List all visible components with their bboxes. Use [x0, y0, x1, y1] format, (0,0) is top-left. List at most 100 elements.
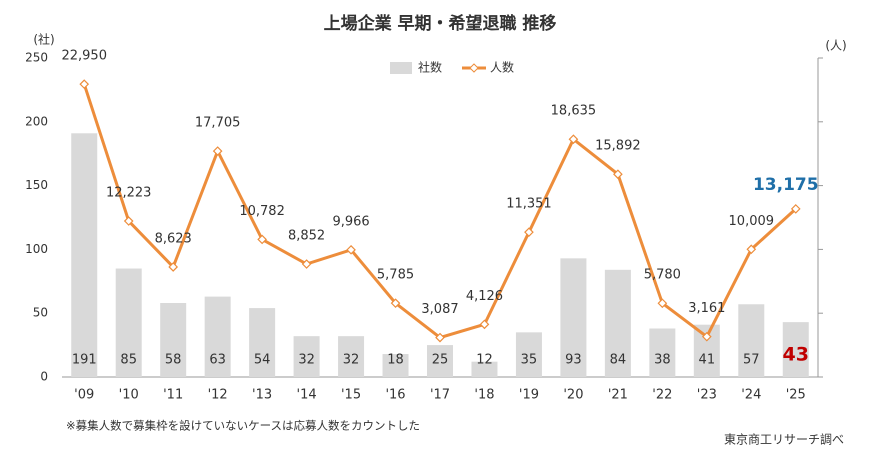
bar-label: 63	[209, 353, 226, 368]
line-label: 10,782	[239, 204, 285, 219]
marker	[790, 204, 801, 214]
line-label: 18,635	[551, 104, 597, 119]
marker	[79, 79, 90, 90]
bar	[649, 328, 676, 377]
legend-marker	[469, 63, 479, 73]
x-tick-label: '14	[297, 388, 317, 403]
bar	[738, 304, 765, 377]
bar	[249, 308, 276, 377]
legend-swatch	[390, 62, 412, 74]
x-tick-label: '12	[208, 388, 228, 403]
line-label: 9,966	[332, 214, 369, 229]
marker	[657, 298, 668, 309]
line-label: 10,009	[729, 214, 775, 229]
bar-label: 57	[743, 353, 760, 368]
line-label: 3,087	[421, 302, 458, 317]
marker	[168, 262, 179, 272]
bar-label: 85	[120, 353, 137, 368]
bar	[471, 361, 498, 377]
bar-label: 38	[654, 353, 671, 368]
bar-label: 18	[387, 353, 404, 368]
x-tick-label: '09	[74, 388, 94, 403]
marker	[568, 134, 579, 145]
legend-label: 人数	[490, 60, 514, 75]
marker	[212, 146, 223, 156]
marker	[524, 227, 534, 238]
x-tick-label: '11	[163, 388, 183, 403]
x-tick-label: '13	[252, 388, 272, 403]
footnote: ※募集人数で募集枠を設けていないケースは応募人数をカウントした	[66, 419, 420, 433]
marker	[479, 319, 490, 330]
x-tick-label: '17	[430, 388, 450, 403]
bar	[293, 336, 320, 377]
bar	[204, 296, 231, 377]
x-tick-label: '15	[341, 388, 361, 403]
y-tick-label: 0	[40, 370, 48, 384]
line-label: 11,351	[506, 197, 552, 212]
bar-label: 93	[565, 353, 582, 368]
chart-title: 上場企業 早期・希望退職 推移	[324, 13, 557, 34]
y-unit: (社)	[33, 32, 54, 47]
y-tick-label: 50	[33, 306, 48, 320]
line-label: 22,950	[61, 49, 107, 64]
bar	[515, 332, 542, 377]
bar-label: 54	[254, 353, 271, 368]
marker	[613, 169, 623, 180]
line-label: 8,623	[155, 231, 192, 246]
marker	[301, 259, 312, 269]
line-label: 5,785	[377, 268, 414, 283]
x-tick-label: '10	[119, 388, 139, 403]
marker	[746, 244, 757, 255]
x-tick-label: '24	[741, 388, 761, 403]
y2-unit: (人)	[825, 39, 846, 53]
line-label: 12,223	[106, 186, 152, 201]
bar-label: 84	[610, 353, 627, 368]
marker	[346, 244, 356, 255]
x-tick-label: '16	[385, 388, 405, 403]
bar-label: 32	[343, 353, 360, 368]
line-label: 3,161	[688, 301, 725, 316]
bar	[115, 268, 142, 377]
bar	[427, 345, 453, 377]
x-tick-label: '21	[608, 388, 628, 403]
line-label: 5,780	[644, 268, 681, 283]
line	[82, 83, 797, 340]
bar	[560, 258, 587, 377]
bar-label: 41	[699, 353, 716, 368]
x-tick-label: '20	[563, 388, 583, 403]
legend-label: 社数	[418, 60, 442, 75]
x-tick-label: '22	[652, 388, 672, 403]
bar	[160, 302, 187, 377]
marker	[123, 216, 134, 226]
y-tick-label: 100	[25, 242, 48, 256]
x-tick-label: '23	[697, 388, 717, 403]
line-label: 15,892	[595, 139, 641, 154]
y-tick-label: 200	[25, 114, 48, 128]
x-tick-label: '18	[474, 388, 494, 403]
line-label: 13,175	[753, 175, 819, 195]
marker	[257, 234, 267, 245]
source: 東京商工リサーチ調べ	[724, 432, 844, 447]
bar	[71, 133, 98, 377]
line-label: 8,852	[288, 229, 325, 244]
marker	[701, 331, 712, 342]
line-label: 4,126	[466, 289, 503, 304]
bar-label: 43	[783, 344, 809, 366]
bar-label: 58	[165, 353, 182, 368]
bar-label: 12	[476, 353, 493, 368]
bar	[604, 269, 631, 377]
x-tick-label: '19	[519, 388, 539, 403]
bar	[338, 336, 365, 377]
bar	[782, 322, 809, 377]
bar-label: 32	[298, 353, 315, 368]
x-tick-label: '25	[786, 388, 806, 403]
bar	[382, 354, 409, 377]
y-tick-label: 150	[25, 178, 48, 192]
y-tick-label: 250	[25, 51, 48, 65]
marker	[390, 298, 401, 309]
line-label: 17,705	[195, 116, 241, 131]
marker	[435, 332, 445, 343]
bar-label: 191	[72, 353, 97, 368]
bar-label: 35	[521, 353, 538, 368]
